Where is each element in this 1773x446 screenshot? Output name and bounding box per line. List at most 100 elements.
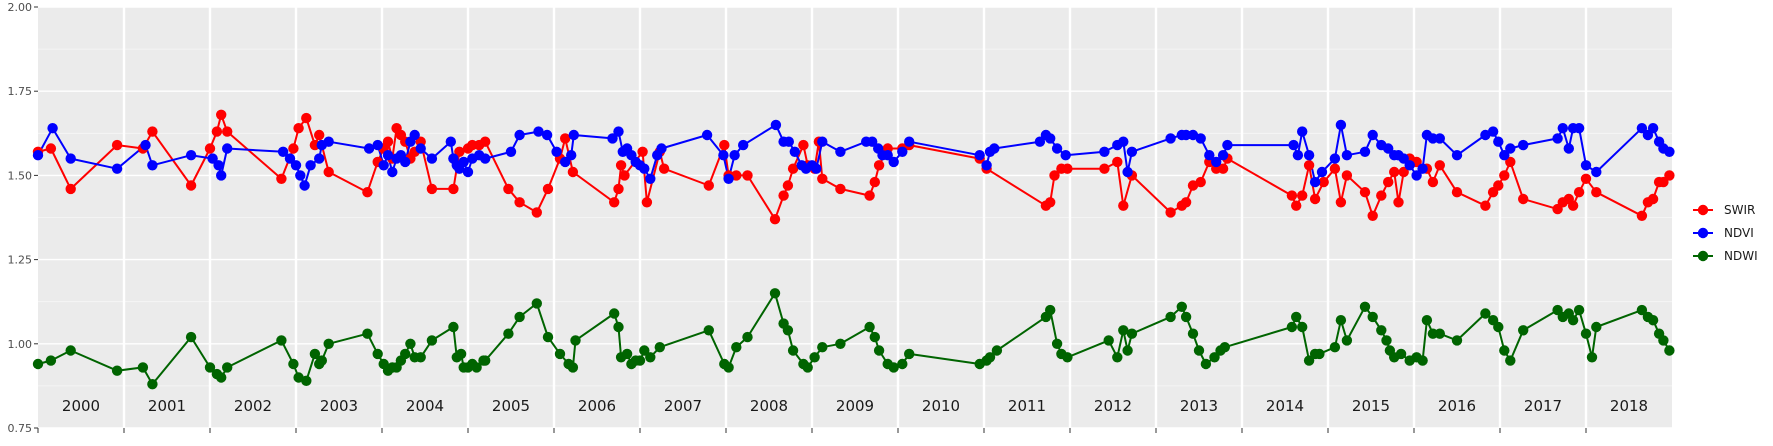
data-point-ndwi	[1122, 345, 1133, 356]
data-point-ndvi	[415, 143, 426, 154]
data-point-swir	[787, 163, 799, 174]
year-label: 2004	[406, 397, 444, 415]
data-point-ndwi	[147, 379, 158, 390]
data-point-ndvi	[65, 153, 76, 164]
data-point-ndvi	[835, 146, 846, 157]
year-label: 2014	[1266, 397, 1304, 415]
data-point-swir	[1398, 166, 1409, 178]
data-point-ndvi	[514, 129, 525, 141]
data-point-swir	[1180, 197, 1192, 208]
data-point-ndwi	[817, 342, 828, 353]
data-point-ndwi	[1118, 325, 1129, 336]
data-point-ndvi	[207, 153, 218, 164]
data-point-ndvi	[811, 163, 822, 174]
data-point-ndvi	[1292, 150, 1304, 161]
data-point-ndwi	[301, 375, 312, 386]
data-point-ndwi	[1417, 355, 1428, 366]
data-point-ndvi	[445, 136, 456, 147]
data-point-ndvi	[1383, 143, 1394, 154]
data-point-ndwi	[32, 358, 44, 370]
data-point-ndwi	[1165, 311, 1176, 323]
data-point-ndwi	[1335, 315, 1347, 326]
data-point-ndwi	[1103, 335, 1114, 346]
data-point-ndwi	[362, 328, 373, 339]
data-point-ndvi	[1165, 133, 1176, 144]
year-label: 2005	[492, 397, 530, 415]
data-point-ndwi	[1176, 301, 1188, 312]
data-point-ndwi	[372, 348, 383, 360]
data-point-ndwi	[802, 362, 813, 373]
data-point-ndwi	[609, 308, 620, 319]
data-point-ndwi	[323, 338, 334, 349]
data-point-ndvi	[882, 150, 893, 161]
data-point-ndvi	[1297, 126, 1308, 137]
data-point-ndvi	[1417, 163, 1428, 174]
data-point-swir	[560, 133, 571, 144]
data-point-ndvi	[981, 160, 992, 171]
data-point-ndwi	[111, 365, 123, 376]
data-point-ndwi	[634, 355, 646, 366]
y-tick-label: 1.25	[8, 254, 33, 267]
data-point-swir	[1393, 197, 1404, 208]
year-labels: 2000 2001 2002 2003 2004 2005 2006 2007 2008 2009…	[62, 397, 1648, 415]
data-point-swir	[613, 183, 624, 195]
data-point-ndwi	[1395, 348, 1407, 360]
data-point-ndvi	[295, 170, 306, 181]
data-point-swir	[567, 166, 579, 178]
data-point-ndvi	[378, 160, 389, 171]
data-point-ndvi	[1122, 166, 1133, 178]
data-point-ndwi	[480, 355, 491, 366]
data-point-swir	[222, 126, 233, 137]
data-point-ndvi	[1573, 123, 1585, 134]
data-point-ndvi	[789, 146, 800, 157]
data-point-ndwi	[1421, 315, 1433, 326]
year-label: 2017	[1524, 397, 1562, 415]
legend-key-marker-ndvi	[1697, 227, 1709, 239]
data-point-ndwi	[1193, 345, 1205, 356]
year-label: 2002	[234, 397, 272, 415]
data-point-ndvi	[718, 150, 729, 161]
data-point-ndwi	[1647, 315, 1659, 326]
data-point-swir	[147, 126, 158, 137]
data-point-swir	[1286, 190, 1298, 201]
data-point-ndwi	[888, 362, 899, 373]
data-point-swir	[609, 197, 620, 208]
data-point-swir	[1451, 187, 1463, 198]
data-point-ndvi	[32, 150, 44, 161]
series-line-ndvi	[37, 123, 1670, 187]
data-point-ndwi	[1493, 321, 1504, 333]
data-point-swir	[362, 187, 373, 198]
data-point-ndwi	[645, 352, 656, 363]
data-point-ndwi	[1580, 328, 1592, 339]
year-label: 2012	[1094, 397, 1132, 415]
data-point-ndwi	[1658, 335, 1669, 346]
data-point-ndvi	[1518, 139, 1529, 151]
legend-label-swir: SWIR	[1724, 203, 1755, 217]
data-point-ndwi	[1329, 342, 1341, 353]
data-point-ndwi	[137, 362, 149, 373]
data-point-ndwi	[869, 331, 880, 343]
data-point-ndvi	[867, 136, 878, 147]
data-point-ndvi	[305, 160, 316, 171]
data-point-ndwi	[873, 345, 885, 356]
data-point-ndwi	[185, 331, 197, 343]
data-point-ndwi	[1180, 311, 1192, 323]
data-point-ndwi	[904, 348, 915, 360]
data-point-swir	[637, 146, 648, 157]
data-point-ndwi	[1209, 352, 1220, 363]
data-point-swir	[1341, 170, 1353, 181]
data-point-ndwi	[731, 342, 742, 353]
data-point-ndvi	[607, 133, 618, 144]
data-point-ndvi	[1222, 139, 1233, 151]
data-point-ndvi	[560, 156, 571, 168]
data-point-ndwi	[897, 358, 908, 370]
data-point-ndvi	[1329, 153, 1341, 164]
data-point-swir	[314, 129, 325, 141]
data-point-ndvi	[382, 150, 394, 161]
data-point-ndvi	[409, 129, 420, 141]
data-point-swir	[1318, 176, 1329, 188]
data-point-ndwi	[531, 298, 542, 309]
data-point-ndwi	[991, 345, 1003, 356]
data-point-ndvi	[1217, 150, 1229, 161]
